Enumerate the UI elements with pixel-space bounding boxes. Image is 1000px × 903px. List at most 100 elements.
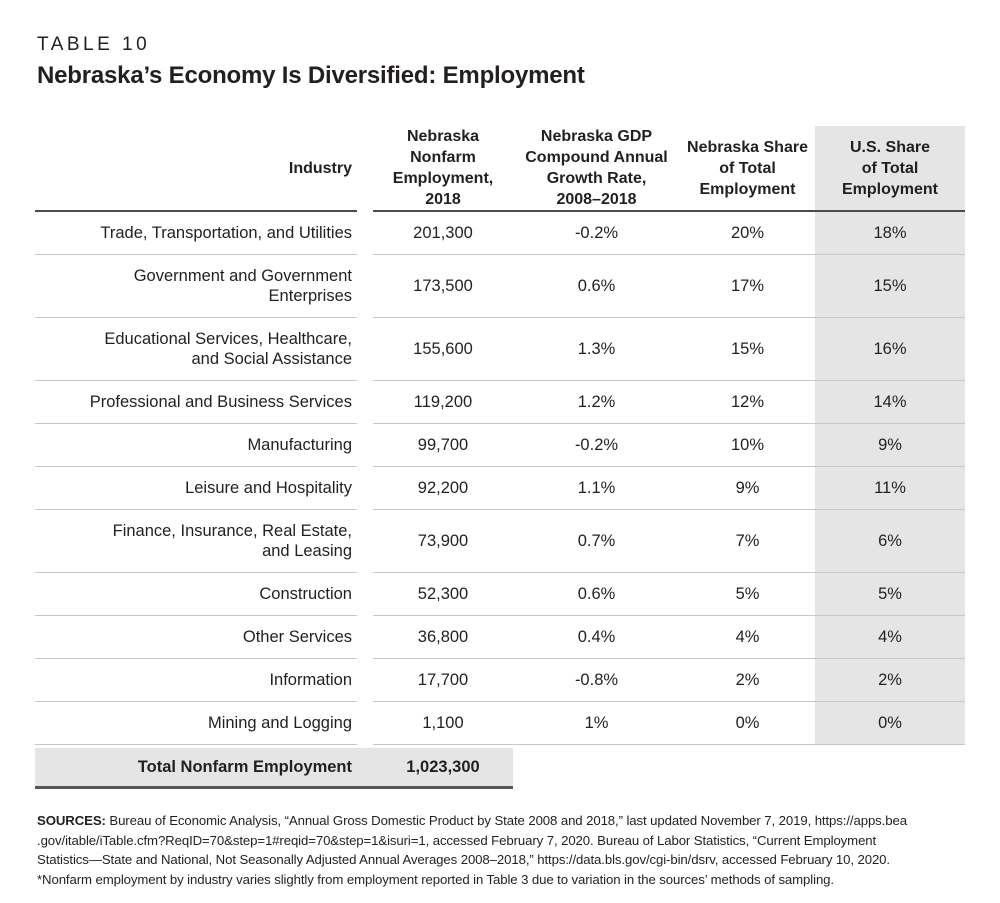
source-line: Statistics—State and National, Not Seaso… [37, 852, 890, 867]
ne-share-cell: 20% [730, 224, 765, 242]
row-values-group: 73,900 0.7% 7% 6% [373, 510, 965, 573]
us-share-cell: 2% [815, 659, 965, 701]
col-header-ne-gdp-cagr: Nebraska GDP Compound Annual Growth Rate… [525, 128, 668, 208]
col-header-ne-nonfarm-employment: Nebraska Nonfarm Employment, 2018 [392, 128, 494, 208]
table-row: Construction 52,300 0.6% 5% 5% [35, 573, 965, 616]
page-title: Nebraska’s Economy Is Diversified: Emplo… [37, 62, 585, 89]
col-header-ne-share: Nebraska Share of Total Employment [687, 138, 808, 198]
employment-cell: 52,300 [417, 585, 469, 603]
industry-cell: Professional and Business Services [35, 381, 357, 424]
cagr-cell: 0.4% [577, 628, 616, 646]
cagr-cell: 1.1% [577, 479, 616, 497]
table-kicker: TABLE 10 [37, 34, 151, 55]
column-gap [357, 616, 373, 659]
us-share-cell: 4% [815, 616, 965, 658]
us-share-cell: 16% [815, 318, 965, 380]
industry-cell: Manufacturing [35, 424, 357, 467]
industry-cell: Construction [35, 573, 357, 616]
total-value: 1,023,300 [406, 758, 480, 776]
table-row: Educational Services, Healthcare, and So… [35, 318, 965, 381]
ne-share-cell: 10% [730, 436, 765, 454]
table-row: Trade, Transportation, and Utilities 201,… [35, 212, 965, 255]
employment-cell: 73,900 [417, 532, 469, 550]
column-gap [357, 318, 373, 381]
employment-cell: 92,200 [417, 479, 469, 497]
cagr-cell: 1.3% [577, 340, 616, 358]
ne-share-cell: 2% [735, 671, 760, 689]
employment-cell: 119,200 [413, 393, 473, 411]
table-row: Mining and Logging 1,100 1% 0% 0% [35, 702, 965, 745]
ne-share-cell: 17% [730, 277, 765, 295]
table-row: Information 17,700 -0.8% 2% 2% [35, 659, 965, 702]
employment-cell: 17,700 [417, 671, 469, 689]
industry-cell: Finance, Insurance, Real Estate, and Lea… [35, 510, 357, 573]
cagr-cell: -0.8% [574, 671, 619, 689]
column-gap [357, 702, 373, 745]
employment-cell: 155,600 [413, 340, 473, 358]
industry-cell: Leisure and Hospitality [35, 467, 357, 510]
row-values-group: 17,700 -0.8% 2% 2% [373, 659, 965, 702]
us-share-cell: 18% [815, 212, 965, 254]
industry-cell: Trade, Transportation, and Utilities [35, 212, 357, 255]
cagr-cell: 0.7% [577, 532, 616, 550]
column-gap [357, 510, 373, 573]
table-row: Other Services 36,800 0.4% 4% 4% [35, 616, 965, 659]
us-share-cell: 15% [815, 255, 965, 317]
col-header-industry: Industry [35, 126, 357, 212]
us-share-cell: 5% [815, 573, 965, 615]
data-table: Industry Nebraska Nonfarm Employment, 20… [35, 126, 965, 789]
ne-share-cell: 9% [735, 479, 760, 497]
us-share-cell: 9% [815, 424, 965, 466]
column-gap [357, 381, 373, 424]
table-row: Finance, Insurance, Real Estate, and Lea… [35, 510, 965, 573]
cagr-cell: 1% [584, 714, 609, 732]
total-block: Total Nonfarm Employment 1,023,300 [35, 748, 513, 789]
industry-cell: Information [35, 659, 357, 702]
industry-cell: Government and Government Enterprises [35, 255, 357, 318]
row-values-group: 155,600 1.3% 15% 16% [373, 318, 965, 381]
column-gap [357, 255, 373, 318]
footnote-line: *Nonfarm employment by industry varies s… [37, 871, 834, 887]
column-gap [357, 212, 373, 255]
source-line: .gov/itable/iTable.cfm?ReqID=70&step=1#r… [37, 832, 877, 848]
sources-note: SOURCES: Bureau of Economic Analysis, “A… [37, 811, 967, 889]
industry-cell: Other Services [35, 616, 357, 659]
table-row: Manufacturing 99,700 -0.2% 10% 9% [35, 424, 965, 467]
cagr-cell: -0.2% [574, 436, 619, 454]
employment-cell: 173,500 [413, 277, 473, 295]
ne-share-cell: 7% [735, 532, 760, 550]
column-gap [357, 424, 373, 467]
column-gap [357, 126, 373, 212]
total-label: Total Nonfarm Employment [137, 758, 352, 776]
col-header-us-share: U.S. Share of Total Employment [815, 126, 965, 210]
ne-share-cell: 0% [735, 714, 760, 732]
table-header-row: Industry Nebraska Nonfarm Employment, 20… [35, 126, 965, 212]
row-values-group: 201,300 -0.2% 20% 18% [373, 212, 965, 255]
employment-cell: 36,800 [417, 628, 469, 646]
ne-share-cell: 15% [730, 340, 765, 358]
employment-cell: 99,700 [417, 436, 469, 454]
ne-share-cell: 4% [735, 628, 760, 646]
header-values-group: Nebraska Nonfarm Employment, 2018 Nebras… [373, 126, 965, 212]
ne-share-cell: 5% [735, 585, 760, 603]
us-share-cell: 14% [815, 381, 965, 423]
table-row: Leisure and Hospitality 92,200 1.1% 9% 11% [35, 467, 965, 510]
us-share-cell: 11% [815, 467, 965, 509]
cagr-cell: 1.2% [577, 393, 616, 411]
us-share-cell: 0% [815, 702, 965, 744]
row-values-group: 119,200 1.2% 12% 14% [373, 381, 965, 424]
ne-share-cell: 12% [730, 393, 765, 411]
column-gap [357, 748, 373, 786]
cagr-cell: 0.6% [577, 585, 616, 603]
employment-cell: 1,100 [422, 714, 464, 732]
sources-label: SOURCES: [37, 813, 110, 828]
row-values-group: 1,100 1% 0% 0% [373, 702, 965, 745]
column-gap [357, 573, 373, 616]
source-line: SOURCES: Bureau of Economic Analysis, “A… [37, 813, 907, 828]
employment-cell: 201,300 [413, 224, 473, 242]
row-values-group: 173,500 0.6% 17% 15% [373, 255, 965, 318]
row-values-group: 52,300 0.6% 5% 5% [373, 573, 965, 616]
column-gap [357, 467, 373, 510]
row-values-group: 99,700 -0.2% 10% 9% [373, 424, 965, 467]
